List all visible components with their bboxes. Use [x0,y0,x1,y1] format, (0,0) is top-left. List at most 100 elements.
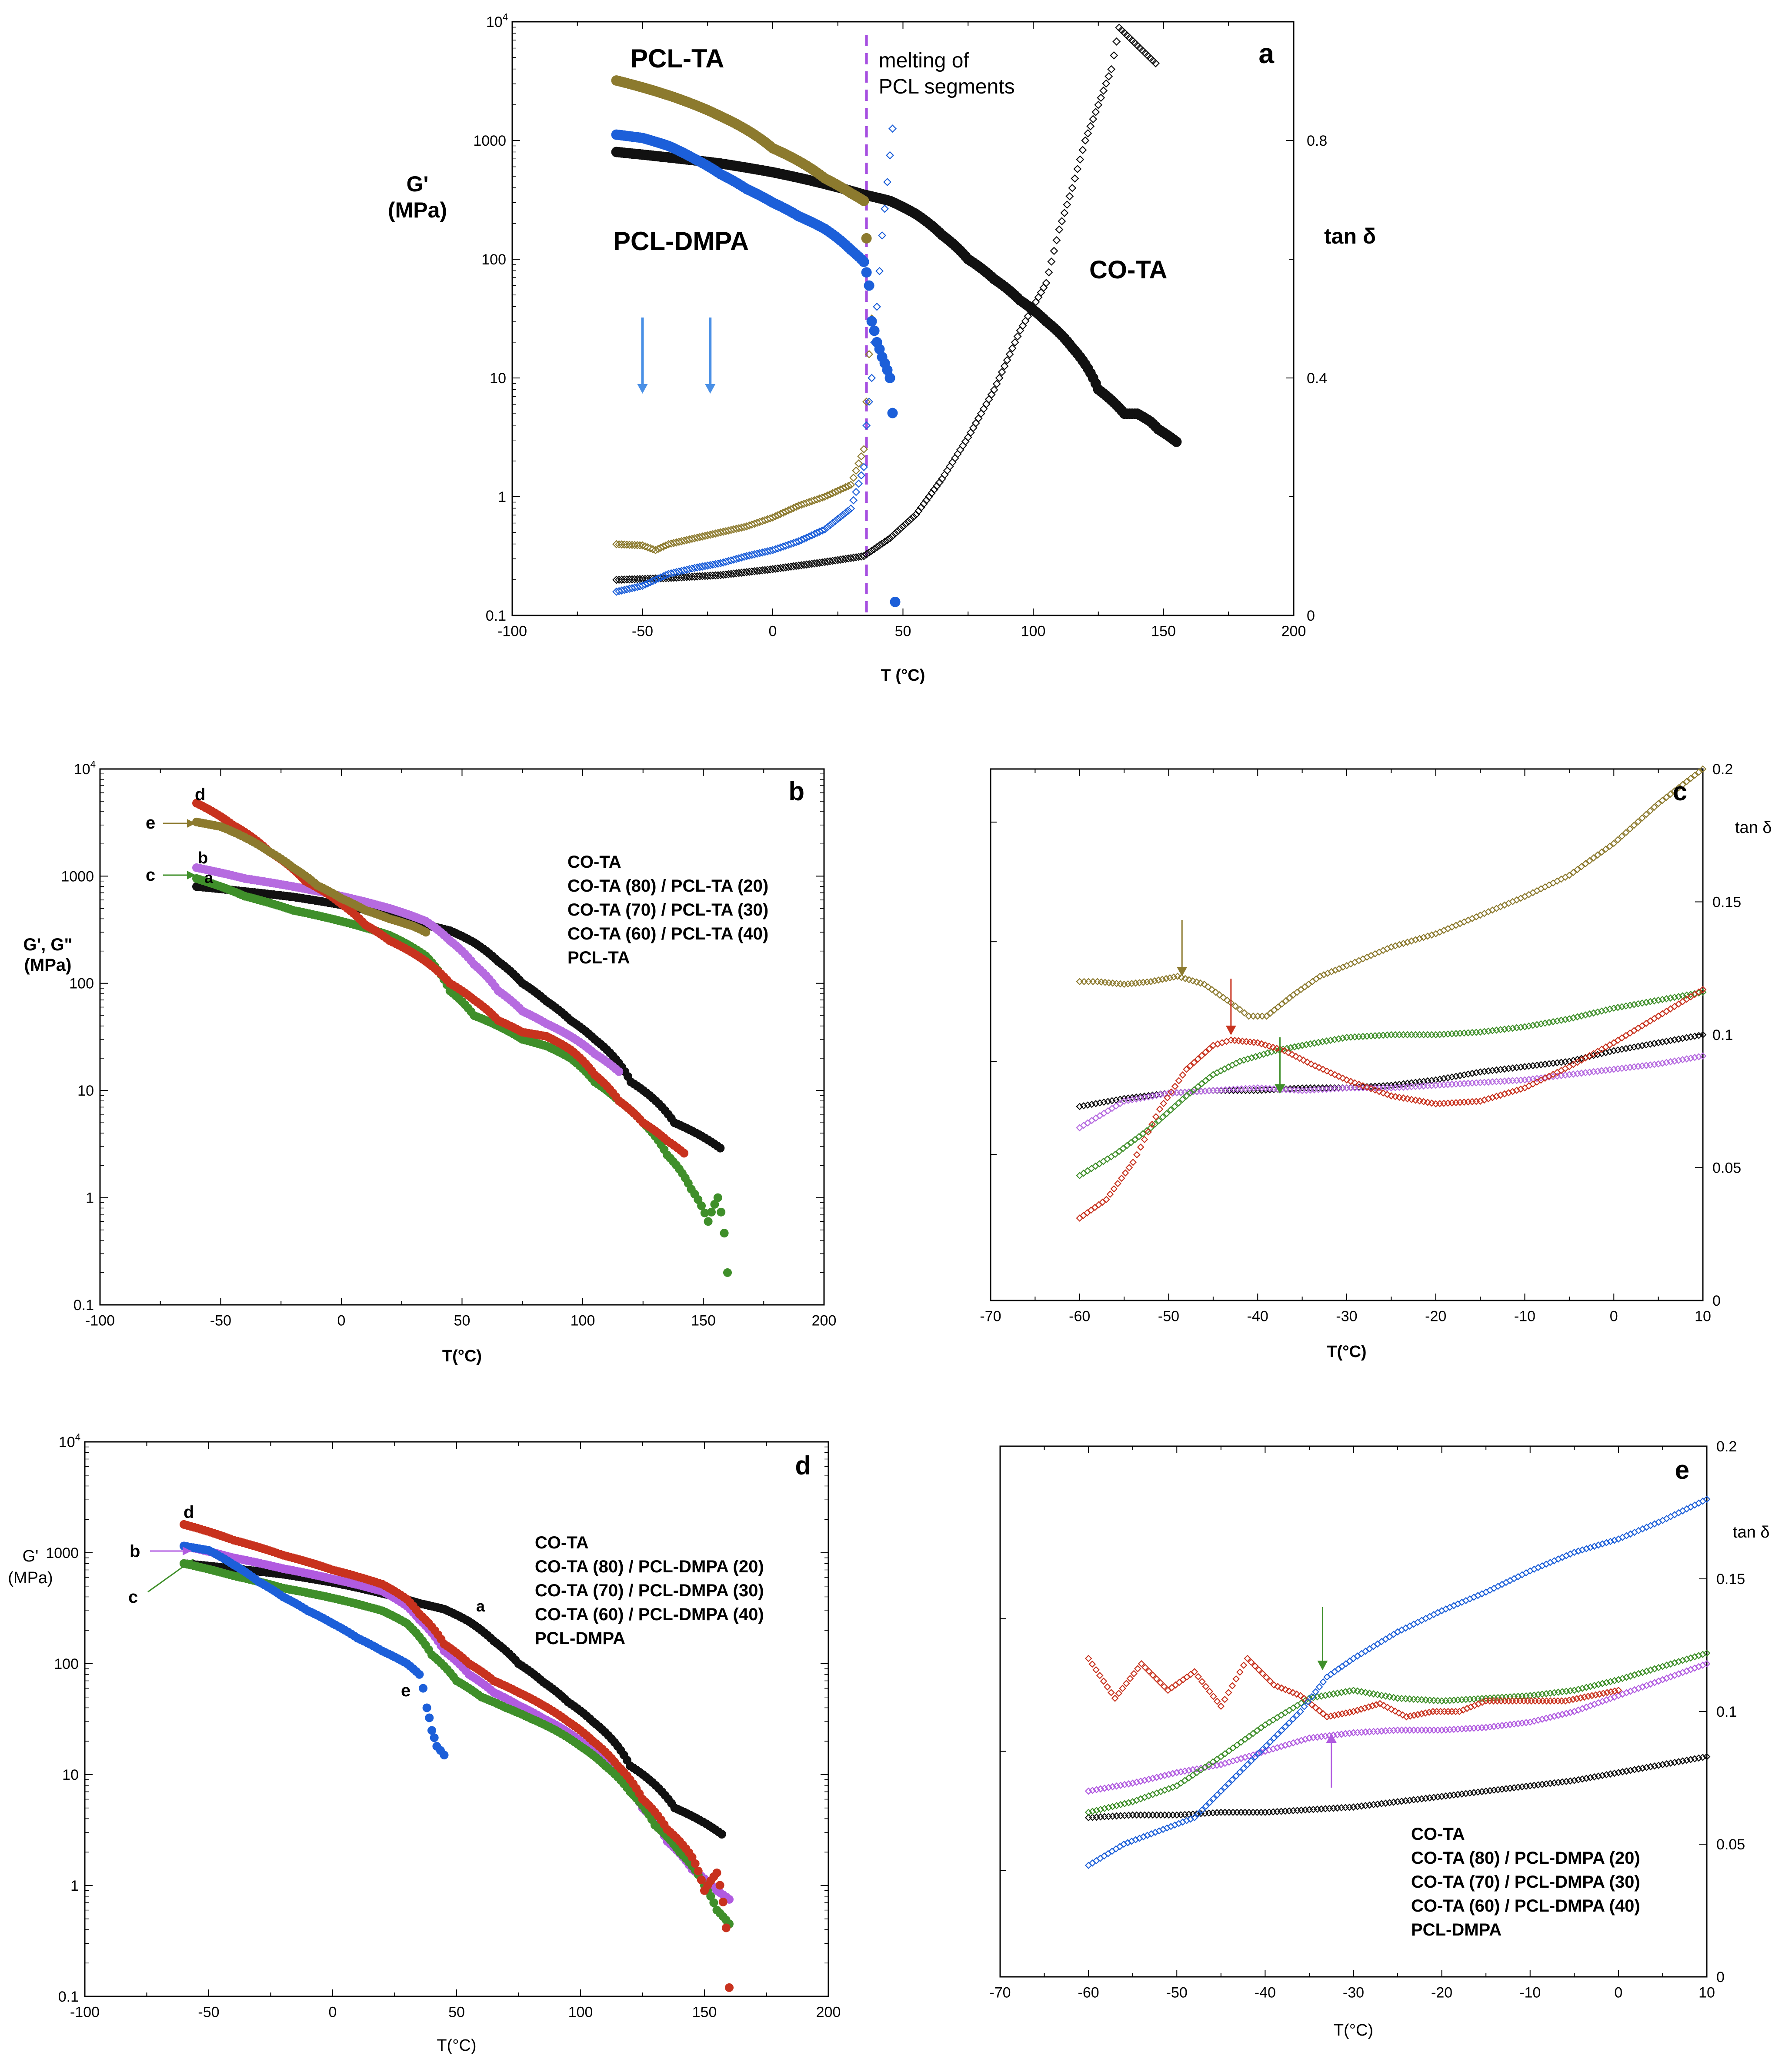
tick-label-exponent: 4 [75,1432,80,1443]
point-e [1671,1511,1679,1518]
point-a [930,485,938,494]
curve-letter-d: d [195,785,205,804]
point-e [1225,1780,1232,1787]
point-a [633,575,641,583]
point-e [1210,1795,1217,1802]
point-a [982,400,991,408]
point-b [697,1201,706,1210]
arrow-c-head [1177,967,1188,976]
series-label-co-ta: CO-TA [1089,256,1167,284]
point-e [1501,1697,1509,1705]
x-tick-label: -10 [1514,1308,1535,1325]
point-a [1034,293,1043,301]
point-d [721,1923,731,1932]
point-a [1063,200,1071,209]
point-e [1550,1697,1558,1705]
point-e [1358,1728,1365,1736]
point-c [1505,1077,1512,1085]
point-e [1528,1697,1535,1705]
point-c [1198,1052,1205,1060]
point-e [1539,1697,1547,1705]
point-a [631,541,639,549]
point-e [1119,1685,1126,1692]
point-c [1145,1128,1152,1136]
x-tick-label: -50 [1166,1985,1188,2001]
point-a [693,572,701,581]
x-tick-label: -10 [1519,1985,1541,2001]
point-e [1097,1813,1105,1821]
curve-letter-b: b [130,1542,140,1561]
point-d [717,1830,726,1839]
point-c [1420,1031,1428,1039]
point-c [1323,1085,1330,1093]
point-e [1134,1665,1141,1672]
point-e [1213,1698,1221,1705]
point-e [1278,1727,1285,1734]
point-a [628,575,637,584]
point-e [1209,1758,1217,1766]
point-c [1139,1130,1147,1137]
point-e [1703,1495,1711,1503]
point-a [852,488,861,496]
point-c [1205,1074,1213,1081]
point-e [1442,1697,1450,1705]
point-a [617,575,626,584]
point-c [1683,778,1691,786]
point-c [1241,1009,1248,1016]
point-a [823,523,832,532]
point-d [691,1859,700,1868]
curve-letter-a: a [204,869,214,886]
point-c [1383,1031,1391,1039]
point-c [1274,1003,1282,1011]
point-e [1441,1708,1448,1715]
point-c [1311,1062,1319,1070]
point-c [1497,1077,1505,1085]
point-c [1440,1100,1448,1107]
point-e [1206,1799,1214,1806]
point-e [1100,1852,1108,1860]
point-a [849,496,858,505]
y-right-tick-label: 0.8 [1307,133,1327,149]
point-e [1454,1725,1462,1733]
tick-label-exponent: 4 [503,12,508,23]
point-c [1125,1164,1133,1171]
point-c [1493,1078,1500,1086]
point-e [1703,1649,1711,1657]
point-c [1428,1031,1435,1039]
point-e [1508,1697,1516,1705]
point-e [1255,1749,1263,1757]
point-e [1362,1728,1369,1736]
x-tick-label: 150 [692,2004,717,2021]
x-tick-label: 100 [571,1313,595,1329]
point-a [636,575,644,583]
point-c [1452,1080,1460,1088]
point-a [708,571,717,580]
x-tick-label: 50 [448,2004,465,2021]
point-a [847,481,855,489]
point-c [1379,1031,1387,1039]
point-a [966,428,975,437]
point-c [1476,1079,1484,1086]
panel-e: -70 -60 -50 -40 -30 -20 -10 0 1000.050.10.150.2C… [989,1438,1769,2039]
point-a [883,536,892,545]
point-c [1379,1082,1387,1090]
point-e [1297,1692,1304,1699]
point-c [1246,1084,1253,1092]
x-label-d: T(°C) [437,2036,476,2055]
point-e [1426,1696,1434,1704]
point-c [1300,1056,1307,1064]
x-tick-label: 150 [691,1313,716,1329]
point-c [1691,772,1699,779]
arrow-e-b-head [187,819,196,828]
point-e [1217,1753,1225,1761]
point-c [1298,1086,1306,1094]
point-a [685,572,694,581]
point-a [964,433,972,441]
point-e [1206,1688,1214,1695]
legend-entry-e: CO-TA (80) / PCL-DMPA (20) [1411,1849,1640,1868]
point-e [1543,1697,1550,1705]
point-a [914,507,923,515]
point-a [706,572,714,580]
point-e [1213,1791,1221,1799]
point-a [1065,192,1074,201]
